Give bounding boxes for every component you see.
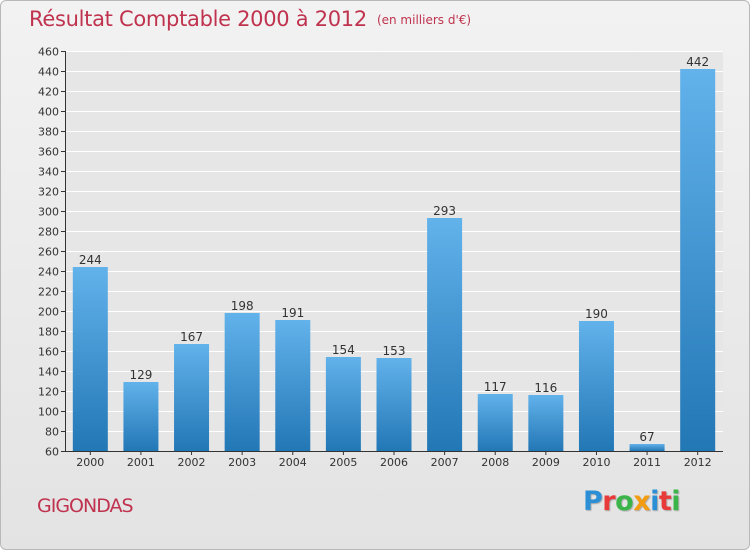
bar-value-label: 190 bbox=[585, 307, 608, 321]
y-tick-label: 60 bbox=[45, 446, 59, 459]
bar bbox=[427, 218, 463, 451]
bar bbox=[275, 320, 311, 451]
proxiti-logo[interactable]: Proxiti bbox=[583, 486, 681, 517]
bar bbox=[72, 267, 108, 451]
bar bbox=[528, 395, 564, 451]
bar-value-label: 191 bbox=[281, 306, 304, 320]
logo-letter: x bbox=[633, 486, 651, 517]
logo-letter: i bbox=[650, 486, 659, 517]
logo-letter: r bbox=[602, 486, 616, 517]
bar bbox=[629, 444, 665, 451]
y-tick-label: 220 bbox=[38, 286, 59, 299]
y-tick-label: 320 bbox=[38, 186, 59, 199]
bar-value-label: 167 bbox=[180, 330, 203, 344]
y-tick-label: 120 bbox=[38, 386, 59, 399]
bar bbox=[578, 321, 614, 451]
bar-value-label: 293 bbox=[433, 204, 456, 218]
y-tick-label: 160 bbox=[38, 346, 59, 359]
title-main: Résultat Comptable 2000 à 2012 bbox=[29, 7, 367, 31]
bar-value-label: 129 bbox=[129, 368, 152, 382]
x-tick-label: 2011 bbox=[633, 456, 661, 469]
bar bbox=[325, 357, 361, 451]
x-tick-label: 2009 bbox=[532, 456, 560, 469]
x-tick-label: 2005 bbox=[329, 456, 357, 469]
y-tick-label: 180 bbox=[38, 326, 59, 339]
y-tick-label: 300 bbox=[38, 206, 59, 219]
y-tick-label: 100 bbox=[38, 406, 59, 419]
bar bbox=[376, 358, 412, 451]
logo-letter: o bbox=[615, 486, 634, 517]
y-tick-label: 340 bbox=[38, 166, 59, 179]
x-tick-label: 2012 bbox=[684, 456, 712, 469]
y-tick-label: 140 bbox=[38, 366, 59, 379]
bar-value-label: 244 bbox=[79, 253, 102, 267]
bar-value-label: 117 bbox=[484, 380, 507, 394]
y-tick-label: 360 bbox=[38, 146, 59, 159]
chart-title: Résultat Comptable 2000 à 2012 (en millie… bbox=[29, 7, 471, 31]
logo-letter: t bbox=[658, 486, 672, 517]
y-tick-label: 460 bbox=[38, 46, 59, 59]
bar-value-label: 442 bbox=[686, 55, 709, 69]
bar bbox=[680, 69, 716, 451]
bar-value-label: 116 bbox=[534, 381, 557, 395]
y-tick-label: 200 bbox=[38, 306, 59, 319]
x-tick-label: 2006 bbox=[380, 456, 408, 469]
x-tick-label: 2002 bbox=[178, 456, 206, 469]
bar-value-label: 154 bbox=[332, 343, 355, 357]
logo-letter: P bbox=[583, 486, 603, 517]
place-name: GIGONDAS bbox=[37, 495, 134, 517]
bar-value-label: 153 bbox=[383, 344, 406, 358]
bar bbox=[224, 313, 260, 451]
y-tick-label: 400 bbox=[38, 106, 59, 119]
bar bbox=[174, 344, 210, 451]
y-tick-label: 80 bbox=[45, 426, 59, 439]
y-tick-label: 440 bbox=[38, 66, 59, 79]
bar bbox=[123, 382, 159, 451]
y-tick-label: 260 bbox=[38, 246, 59, 259]
y-tick-label: 280 bbox=[38, 226, 59, 239]
bars: 244 129 167 198 191 154 153 293 117 116 190 67 442 bbox=[72, 55, 716, 451]
x-tick-label: 2000 bbox=[76, 456, 104, 469]
bar-value-label: 198 bbox=[231, 299, 254, 313]
y-tick-label: 380 bbox=[38, 126, 59, 139]
bar bbox=[477, 394, 513, 451]
x-tick-label: 2007 bbox=[431, 456, 459, 469]
logo-letter: i bbox=[671, 486, 681, 517]
y-tick-label: 420 bbox=[38, 86, 59, 99]
x-tick-label: 2010 bbox=[582, 456, 610, 469]
title-unit: (en milliers d'€) bbox=[376, 13, 472, 27]
y-tick-label: 240 bbox=[38, 266, 59, 279]
x-tick-label: 2003 bbox=[228, 456, 256, 469]
x-tick-label: 2001 bbox=[127, 456, 155, 469]
bar-value-label: 67 bbox=[639, 430, 654, 444]
x-tick-label: 2004 bbox=[279, 456, 307, 469]
x-tick-label: 2008 bbox=[481, 456, 509, 469]
axes: 60 80 100 120 140 160 180 200 220 240 260 280 300 320… bbox=[38, 46, 723, 469]
